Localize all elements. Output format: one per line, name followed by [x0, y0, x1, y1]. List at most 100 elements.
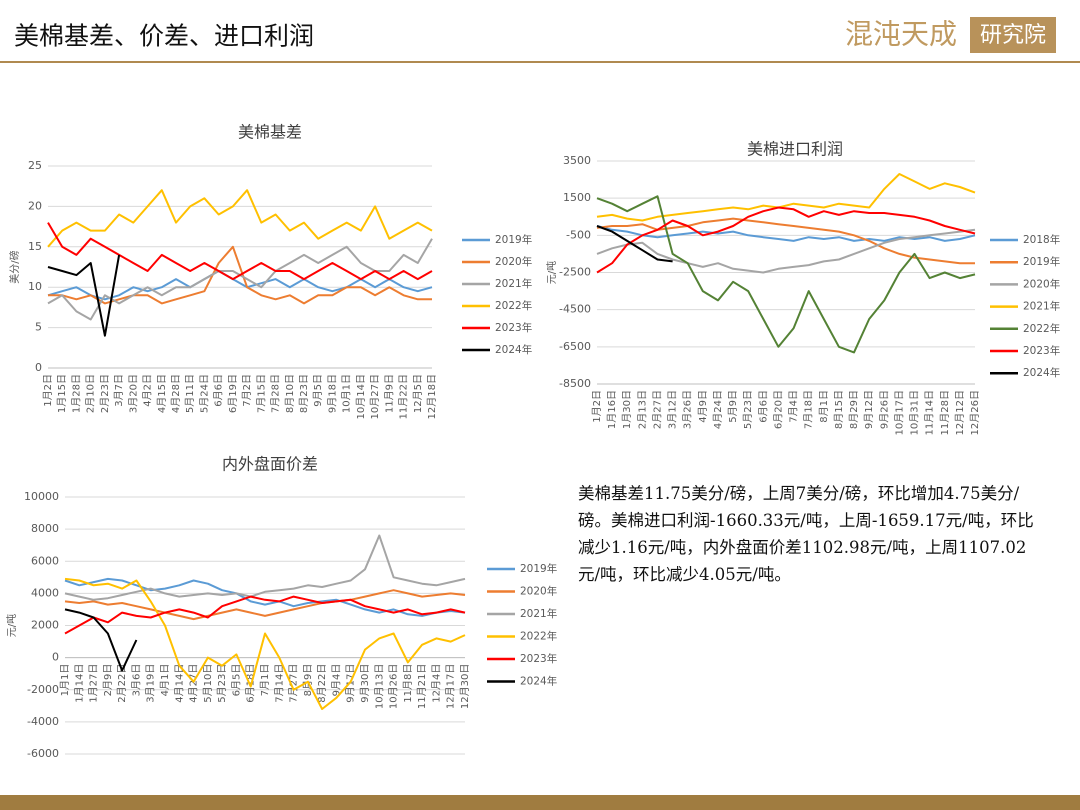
x-tick-label: 10月14日	[355, 374, 367, 419]
x-tick-label: 11月28日	[939, 390, 951, 435]
x-tick-label: 5月23日	[216, 664, 228, 703]
x-tick-label: 11月22日	[398, 374, 410, 419]
y-tick-label: 4000	[31, 586, 59, 599]
logo-sub: 研究院	[980, 23, 1046, 48]
chart-title: 内外盘面价差	[222, 455, 318, 474]
x-tick-label: 4月9日	[697, 390, 709, 423]
x-tick-label: 3月20日	[127, 374, 139, 413]
x-tick-label: 7月2日	[241, 374, 253, 407]
y-tick-label: 0	[52, 651, 59, 664]
x-tick-label: 8月29日	[848, 390, 860, 429]
legend-label: 2021年	[495, 277, 532, 290]
legend-label: 2024年	[495, 343, 532, 356]
legend-label: 2019年	[520, 562, 557, 575]
legend-label: 2022年	[1023, 322, 1060, 335]
x-tick-label: 9月30日	[359, 664, 371, 703]
x-tick-label: 1月30日	[621, 390, 633, 429]
y-tick-label: -6500	[559, 340, 591, 353]
legend-label: 2022年	[495, 299, 532, 312]
x-tick-label: 6月6日	[213, 374, 225, 407]
series-line	[64, 577, 466, 710]
x-tick-label: 8月1日	[818, 390, 830, 423]
legend-label: 2019年	[1023, 255, 1060, 268]
x-tick-label: 6月20日	[772, 390, 784, 429]
legend-label: 2022年	[520, 630, 557, 643]
series-line	[596, 225, 976, 242]
y-axis-label: 元/吨	[5, 614, 18, 637]
y-axis-label: 美分/磅	[8, 250, 21, 283]
x-tick-label: 5月23日	[742, 390, 754, 429]
legend-label: 2020年	[495, 255, 532, 268]
x-tick-label: 9月18日	[326, 374, 338, 413]
y-tick-label: 25	[28, 159, 42, 172]
series-line	[47, 254, 121, 337]
series-line	[48, 245, 432, 305]
y-tick-label: -4000	[27, 715, 59, 728]
x-tick-label: 1月14日	[73, 664, 85, 703]
x-tick-label: 2月10日	[85, 374, 97, 413]
series-line	[596, 206, 976, 274]
x-tick-label: 8月23日	[298, 374, 310, 413]
footer-bar	[0, 795, 1080, 810]
legend-label: 2023年	[1023, 344, 1060, 357]
x-tick-label: 7月14日	[273, 664, 285, 703]
x-tick-label: 3月26日	[682, 390, 694, 429]
chart-title: 美棉进口利润	[747, 140, 843, 159]
x-tick-label: 4月24日	[712, 390, 724, 429]
x-tick-label: 9月4日	[330, 664, 342, 697]
x-tick-label: 11月8日	[402, 664, 414, 703]
x-tick-label: 10月17日	[893, 390, 905, 435]
x-tick-label: 1月16日	[606, 390, 618, 429]
legend-label: 2020年	[1023, 277, 1060, 290]
x-tick-label: 11月14日	[924, 390, 936, 435]
slide-title: 美棉基差、价差、进口利润	[14, 22, 314, 51]
series-line	[47, 238, 433, 321]
x-tick-label: 8月22日	[316, 664, 328, 703]
y-tick-label: 20	[28, 199, 42, 212]
series-line	[47, 189, 433, 248]
x-tick-label: 4月1日	[159, 664, 171, 697]
x-tick-label: 7月28日	[270, 374, 282, 413]
x-tick-label: 2月9日	[102, 664, 114, 697]
x-tick-label: 10月26日	[388, 664, 400, 709]
legend-label: 2023年	[495, 321, 532, 334]
x-tick-label: 1月28日	[70, 374, 82, 413]
logo-name: 混沌天成	[845, 18, 957, 51]
x-tick-label: 4月15日	[156, 374, 168, 413]
series-line	[64, 589, 466, 621]
x-tick-label: 7月15日	[255, 374, 267, 413]
y-tick-label: 10	[28, 280, 42, 293]
x-tick-label: 10月13日	[373, 664, 385, 709]
y-tick-label: -8500	[559, 377, 591, 390]
logo-box	[970, 17, 1056, 53]
legend-label: 2019年	[495, 233, 532, 246]
y-tick-label: -6000	[27, 747, 59, 760]
x-tick-label: 12月26日	[969, 390, 981, 435]
y-tick-label: -4500	[559, 303, 591, 316]
x-tick-label: 12月5日	[412, 374, 424, 413]
x-tick-label: 12月12日	[954, 390, 966, 435]
y-tick-label: -2000	[27, 683, 59, 696]
x-tick-label: 5月11日	[184, 374, 196, 413]
x-tick-label: 6月6日	[757, 390, 769, 423]
series-line	[64, 608, 138, 672]
x-tick-label: 5月9日	[727, 390, 739, 423]
x-tick-label: 12月30日	[459, 664, 471, 709]
x-tick-label: 9月12日	[863, 390, 875, 429]
series-line	[596, 228, 976, 274]
x-tick-label: 11月9日	[383, 374, 395, 413]
x-tick-label: 1月2日	[42, 374, 54, 407]
x-tick-label: 10月31日	[909, 390, 921, 435]
x-tick-label: 8月10日	[284, 374, 296, 413]
legend-label: 2024年	[520, 675, 557, 688]
x-tick-label: 3月6日	[130, 664, 142, 697]
series-line	[596, 173, 976, 222]
legend-label: 2024年	[1023, 366, 1060, 379]
x-tick-label: 3月19日	[145, 664, 157, 703]
series-line	[64, 595, 466, 635]
x-tick-label: 6月19日	[227, 374, 239, 413]
x-tick-label: 10月27日	[369, 374, 381, 419]
x-tick-label: 4月27日	[188, 664, 200, 703]
